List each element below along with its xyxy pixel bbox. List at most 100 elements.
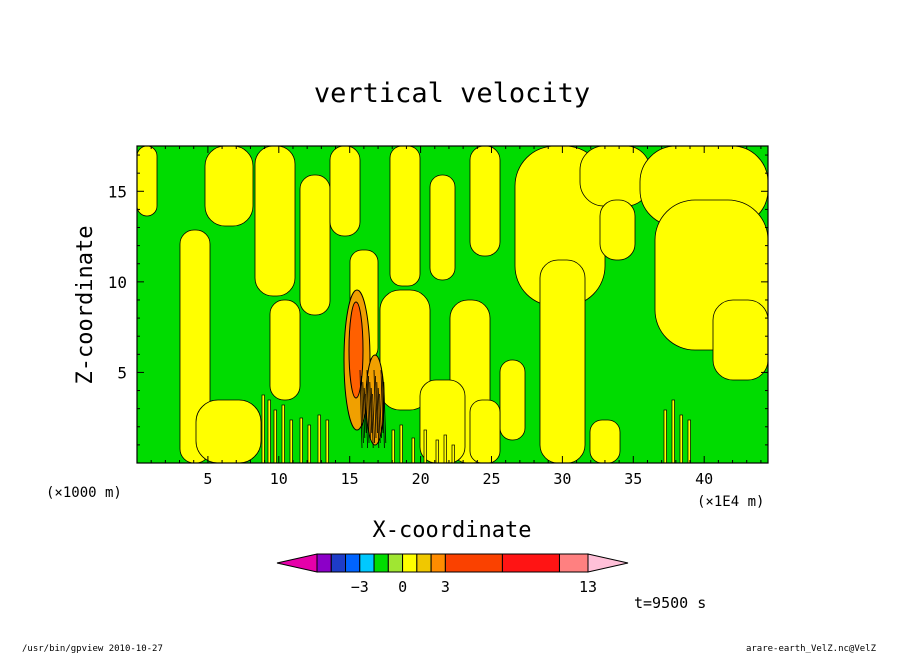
updraft-streak — [299, 417, 303, 463]
plot-axes: 5 10 15 20 25 30 35 40 5 10 15 — [108, 145, 769, 488]
updraft-streak — [325, 419, 329, 463]
colorbar-segment — [387, 553, 404, 573]
contour-line — [379, 393, 382, 439]
y-axis-label: Z-coordinate — [73, 226, 98, 385]
updraft-region — [469, 399, 501, 463]
contour-line — [361, 375, 364, 444]
updraft-region — [299, 174, 331, 316]
updraft-region — [137, 146, 158, 217]
colorbar-segment — [430, 553, 446, 573]
contour-line — [368, 375, 371, 439]
updraft-region — [269, 299, 301, 401]
colorbar-segment — [444, 553, 503, 573]
updraft-region — [579, 146, 651, 207]
updraft-streak — [451, 444, 455, 463]
updraft-streak — [267, 399, 271, 463]
y-tick-label: 10 — [108, 273, 127, 292]
velocity-field — [137, 146, 768, 463]
footer-right: arare-earth_VelZ.nc@VelZ — [746, 644, 877, 654]
max-updraft — [348, 301, 364, 399]
contour-line — [375, 375, 378, 434]
updraft-streak — [273, 409, 277, 463]
updraft-streak — [671, 399, 675, 463]
x-tick-label: 40 — [695, 470, 713, 488]
contour-line — [366, 369, 370, 444]
colorbar-high-arrow — [587, 553, 629, 573]
updraft-region — [389, 146, 421, 287]
contour-line — [369, 381, 373, 434]
x-unit-label: (×1000 m) — [46, 485, 122, 501]
updraft-region — [179, 229, 211, 463]
updraft-streak — [261, 394, 265, 463]
x-unit-alt-label: (×1E4 m) — [697, 494, 764, 510]
contour-line — [382, 375, 385, 449]
plot-frame — [136, 145, 769, 464]
time-label: t=9500 s — [634, 594, 706, 612]
contour-line — [359, 369, 363, 449]
updraft-region — [499, 359, 526, 441]
updraft-region — [254, 146, 296, 297]
x-tick-label: 5 — [203, 470, 212, 488]
x-tick-label: 10 — [270, 470, 288, 488]
updraft-streak — [391, 429, 395, 463]
colorbar-segment — [558, 553, 589, 573]
updraft-region — [712, 299, 768, 381]
updraft-streak — [399, 424, 403, 463]
updraft-region — [329, 146, 361, 237]
footer-left: /usr/bin/gpview 2010-10-27 — [22, 644, 163, 654]
updraft-streak — [307, 424, 311, 463]
contour-line — [363, 387, 367, 434]
colorbar-segment — [373, 553, 389, 573]
updraft-streak — [289, 419, 293, 463]
updraft-streak — [317, 414, 321, 463]
colorbar-segment — [501, 553, 560, 573]
updraft-region — [195, 399, 262, 463]
updraft-streak — [281, 404, 285, 463]
updraft-region — [589, 419, 621, 463]
contour-line — [376, 381, 380, 449]
colorbar-segment — [345, 553, 361, 573]
contour-line — [383, 381, 387, 444]
updraft-region — [599, 199, 636, 261]
updraft-streak — [411, 437, 415, 463]
updraft-streak — [443, 434, 447, 463]
colorbar-tick-label: 13 — [579, 578, 597, 596]
colorbar-tick-label: −3 — [351, 578, 369, 596]
y-tick-label: 5 — [117, 363, 127, 382]
contour-line — [380, 369, 384, 434]
updraft-region — [469, 146, 501, 257]
x-tick-label: 35 — [624, 470, 642, 488]
x-axis-label: X-coordinate — [373, 518, 532, 543]
updraft-streak — [687, 419, 691, 463]
contour-line — [377, 387, 381, 444]
updraft-streak — [679, 414, 683, 463]
field-regions — [137, 146, 768, 463]
updraft-streak — [435, 439, 439, 463]
x-tick-label: 25 — [482, 470, 500, 488]
updraft-region — [419, 379, 466, 463]
chart-title: vertical velocity — [314, 78, 590, 109]
updraft-region — [539, 259, 586, 463]
contour-line — [373, 369, 377, 439]
updraft-streak — [423, 429, 427, 463]
colorbar-tick-label: 3 — [441, 578, 450, 596]
colorbar-segment — [359, 553, 375, 573]
contour-line — [362, 381, 366, 439]
updraft-streak — [663, 409, 667, 463]
x-tick-label: 15 — [341, 470, 359, 488]
colorbar-tick-label: 0 — [398, 578, 407, 596]
colorbar-segment — [416, 553, 432, 573]
x-tick-label: 20 — [412, 470, 430, 488]
updraft-region — [204, 146, 254, 227]
colorbar-segment — [316, 553, 332, 573]
contour-line — [372, 393, 375, 444]
x-tick-label: 30 — [553, 470, 571, 488]
colorbar-segment — [330, 553, 347, 573]
contour-line — [370, 387, 374, 449]
contour-line — [365, 393, 368, 449]
colorbar-low-arrow — [276, 553, 318, 573]
colorbar: −3 0 3 13 — [276, 553, 629, 596]
colorbar-segment — [402, 553, 418, 573]
updraft-region — [379, 289, 431, 411]
